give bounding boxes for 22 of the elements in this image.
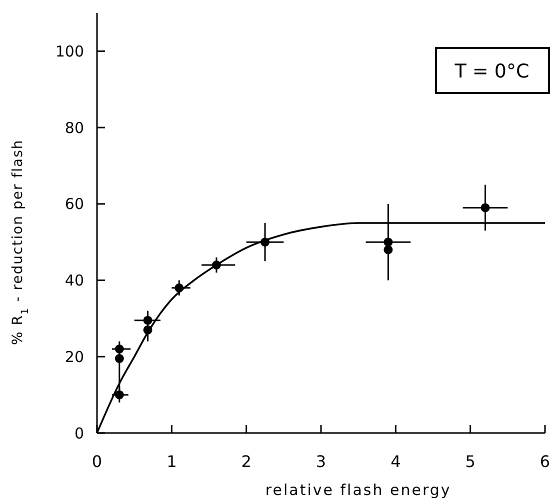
x-tick-label: 3 [316,452,326,471]
x-tick-label: 5 [465,452,476,471]
x-tick-label: 1 [166,452,177,471]
point [384,245,393,254]
y-tick-label: 100 [55,42,84,60]
y-tick-label: 80 [64,118,84,137]
x-axis-title: relative flash energy [265,481,452,499]
point [114,354,124,364]
point [384,238,393,247]
point [143,316,152,325]
annotation: T = 0°C [454,60,530,83]
x-tick-label: 2 [241,452,252,471]
x-tick-label: 0 [92,452,102,471]
x-tick-label: 4 [390,452,401,471]
y-tick-label: 60 [64,195,84,214]
y-tick-label: 20 [64,348,84,366]
y-tick-label: 40 [64,272,84,290]
y-tick-label: 0 [74,424,84,442]
point [114,390,124,400]
point [480,203,490,212]
x-tick-label: 6 [540,452,550,471]
point [114,344,124,354]
